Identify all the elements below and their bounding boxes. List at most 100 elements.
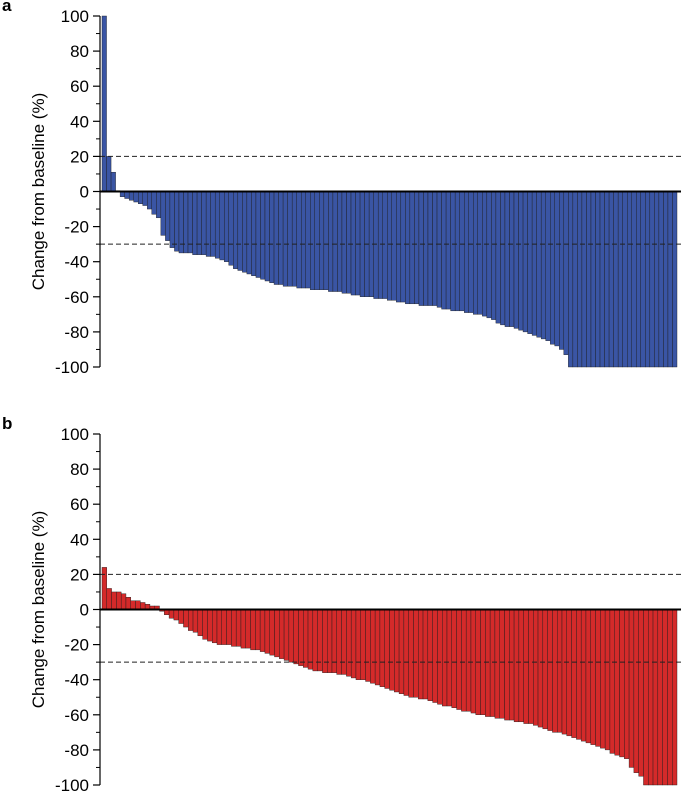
bar-a-123: [654, 191, 660, 368]
bar-b-1: [101, 567, 107, 610]
bar-b-106: [604, 609, 611, 751]
bar-a-84: [477, 191, 483, 315]
bar-b-6: [125, 597, 131, 610]
bar-a-36: [260, 191, 266, 280]
bar-a-21: [192, 191, 198, 255]
bar-a-78: [450, 191, 456, 312]
bar-b-22: [202, 609, 208, 640]
bar-a-116: [622, 191, 628, 368]
bar-b-112: [633, 609, 639, 773]
bar-b-17: [178, 609, 184, 624]
bar-b-109: [619, 609, 625, 758]
bar-b-92: [537, 609, 544, 728]
y-tick-label: -100: [55, 358, 89, 377]
bar-a-82: [468, 191, 474, 313]
bar-a-99: [545, 191, 551, 341]
y-tick-label: 60: [70, 495, 89, 514]
bar-a-54: [341, 191, 347, 294]
y-tick-label: 100: [61, 425, 89, 444]
bar-a-121: [645, 191, 651, 368]
bar-a-27: [219, 191, 225, 261]
bar-a-72: [423, 191, 429, 306]
bar-b-15: [168, 609, 175, 619]
bar-a-2: [106, 156, 112, 192]
bar-b-52: [346, 609, 352, 677]
bar-b-113: [638, 609, 644, 777]
bar-a-43: [291, 191, 297, 287]
bar-b-78: [470, 609, 476, 714]
bar-b-89: [523, 609, 529, 724]
bar-b-8: [135, 600, 141, 610]
bar-b-42: [298, 609, 304, 666]
bar-b-105: [600, 609, 606, 749]
bar-a-14: [160, 191, 166, 236]
bar-a-62: [377, 191, 383, 299]
y-tick-label: -60: [64, 706, 89, 725]
bar-b-55: [360, 609, 366, 680]
bar-a-51: [328, 191, 334, 292]
bar-b-23: [207, 609, 213, 642]
panel-label-b: b: [2, 414, 13, 433]
bar-a-110: [595, 191, 601, 368]
bar-b-30: [240, 609, 246, 649]
bar-b-115: [648, 609, 654, 786]
bar-b-107: [609, 609, 615, 754]
bar-a-115: [617, 191, 623, 368]
bar-a-70: [414, 191, 420, 305]
bar-b-120: [672, 609, 678, 786]
bar-a-89: [500, 191, 506, 326]
bar-b-70: [432, 609, 438, 703]
bar-b-27: [226, 609, 232, 645]
bar-b-71: [437, 609, 443, 705]
bar-a-47: [310, 191, 315, 290]
bar-a-120: [640, 191, 646, 368]
bar-b-58: [374, 609, 381, 686]
bar-a-33: [246, 191, 252, 275]
y-tick-label: -80: [64, 741, 89, 760]
y-tick-label: -80: [64, 323, 89, 342]
bar-a-31: [237, 191, 243, 271]
y-tick-label: -100: [55, 776, 89, 795]
bar-a-29: [228, 191, 234, 266]
bar-b-33: [255, 609, 261, 651]
bar-b-87: [513, 609, 520, 723]
bar-a-97: [536, 191, 542, 338]
bar-a-7: [128, 191, 134, 201]
bar-a-100: [550, 191, 555, 345]
bar-b-111: [628, 609, 635, 768]
bar-a-57: [355, 191, 361, 296]
waterfall-chart-a: 100 80 60 40 20 0 -20 -40 -60 -80 -100 Change from …: [29, 7, 683, 377]
bar-a-102: [559, 191, 565, 350]
bar-b-18: [183, 609, 189, 628]
panel-label-a: a: [2, 0, 12, 15]
bar-b-90: [528, 609, 534, 724]
bar-b-50: [336, 609, 342, 675]
y-tick-label: -60: [64, 288, 89, 307]
bar-a-50: [323, 191, 329, 290]
bar-a-56: [350, 191, 356, 296]
bar-a-55: [346, 191, 352, 294]
bar-a-10: [142, 191, 148, 206]
bar-a-13: [156, 191, 162, 219]
bar-a-42: [287, 191, 293, 287]
panel-a: a 100 80 60 40 20 0 -20 -40 -60 -80 -100 Change fro…: [0, 0, 685, 392]
bar-b-41: [293, 609, 299, 665]
bar-b-63: [398, 609, 405, 694]
bar-a-16: [169, 191, 175, 248]
bar-b-3: [111, 591, 117, 610]
bar-b-28: [231, 609, 237, 647]
bar-b-96: [557, 609, 563, 733]
y-tick-label: 40: [70, 112, 89, 131]
bar-a-93: [518, 191, 524, 331]
bar-a-103: [563, 191, 569, 355]
y-tick-label: -20: [64, 218, 89, 237]
bar-b-7: [130, 600, 136, 610]
bar-b-48: [327, 609, 333, 673]
bar-a-98: [540, 191, 546, 340]
bar-b-24: [212, 609, 218, 644]
bar-b-88: [518, 609, 524, 723]
bar-b-61: [389, 609, 395, 691]
bar-a-37: [264, 191, 270, 282]
bar-a-88: [495, 191, 501, 324]
bar-a-77: [445, 191, 451, 310]
